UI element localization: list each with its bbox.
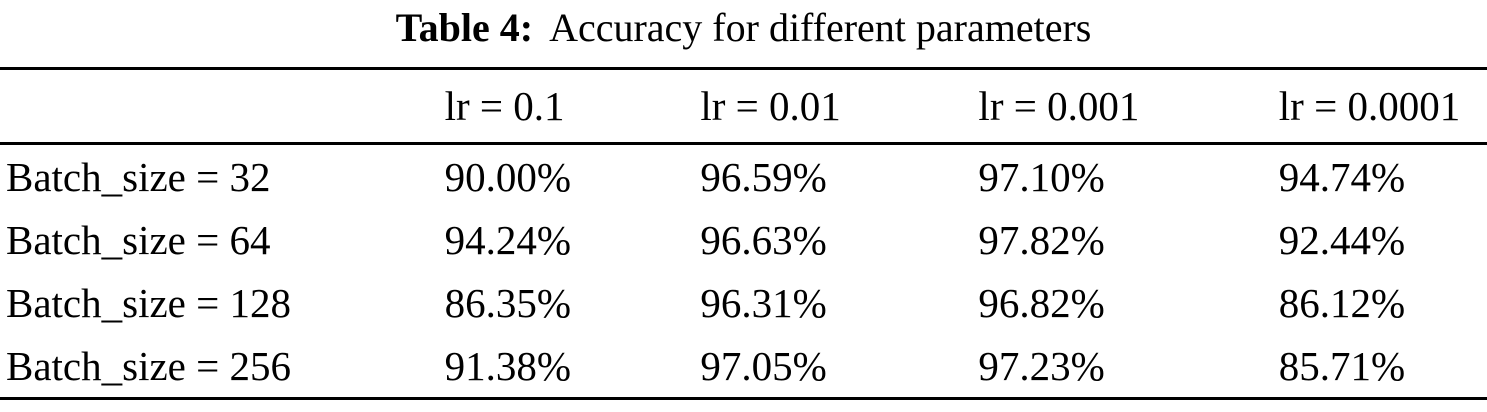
accuracy-cell: 86.35% [444,279,572,326]
table-row: Batch_size = 32 90.00% 96.59% 97.10% 94.… [0,144,1487,209]
accuracy-cell: 94.74% [1278,153,1406,200]
accuracy-cell: 97.10% [978,153,1105,200]
row-label: Batch_size = 64 [6,216,271,263]
table-header-row: lr = 0.1 lr = 0.01 lr = 0.001 lr = 0.000… [0,68,1487,145]
accuracy-cell: 94.24% [444,216,572,263]
table-caption: Table 4: Accuracy for different paramete… [0,0,1487,67]
table-row: Batch_size = 256 91.38% 97.05% 97.23% 85… [0,334,1487,399]
row-label: Batch_size = 256 [6,342,291,389]
row-label: Batch_size = 128 [6,279,291,326]
column-header-empty [0,68,445,145]
accuracy-cell: 97.23% [978,342,1105,389]
accuracy-cell: 85.71% [1278,342,1406,389]
column-header-lr-0.1: lr = 0.1 [444,68,701,145]
accuracy-cell: 91.38% [444,342,572,389]
accuracy-cell: 96.59% [700,153,827,200]
accuracy-cell: 97.05% [700,342,827,389]
table-row: Batch_size = 128 86.35% 96.31% 96.82% 86… [0,271,1487,334]
accuracy-cell: 96.31% [700,279,827,326]
table-row: Batch_size = 64 94.24% 96.63% 97.82% 92.… [0,208,1487,271]
column-header-lr-0.0001: lr = 0.0001 [1278,68,1487,145]
accuracy-cell: 90.00% [444,153,572,200]
accuracy-table: lr = 0.1 lr = 0.01 lr = 0.001 lr = 0.000… [0,67,1487,400]
accuracy-cell: 96.63% [700,216,827,263]
accuracy-cell: 97.82% [978,216,1105,263]
accuracy-cell: 86.12% [1278,279,1406,326]
column-header-lr-0.001: lr = 0.001 [978,68,1279,145]
table-caption-text: Accuracy for different parameters [549,5,1092,50]
column-header-lr-0.01: lr = 0.01 [700,68,979,145]
table-caption-label: Table 4: [395,5,534,50]
accuracy-cell: 92.44% [1278,216,1406,263]
row-label: Batch_size = 32 [6,153,271,200]
accuracy-cell: 96.82% [978,279,1105,326]
